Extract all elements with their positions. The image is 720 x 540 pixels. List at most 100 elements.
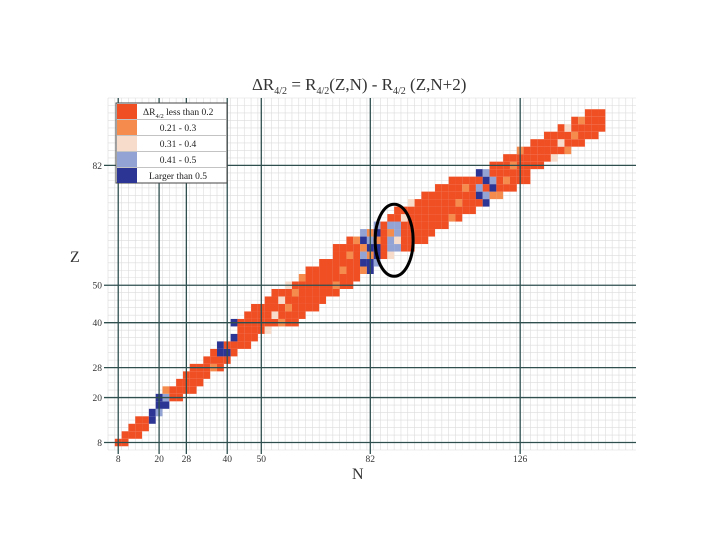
data-cell — [271, 311, 279, 319]
data-cell — [441, 206, 449, 215]
data-cell — [530, 139, 538, 147]
data-cell — [591, 116, 599, 125]
data-cell — [428, 199, 436, 207]
data-cell — [278, 311, 286, 319]
data-cell — [353, 251, 361, 260]
data-cell — [278, 296, 286, 304]
title-lhs-sub: 4/2 — [274, 86, 287, 97]
data-cell — [557, 124, 565, 132]
title-r2-args: (Z,N+2) — [406, 75, 467, 94]
data-cell — [557, 131, 565, 140]
data-cell — [394, 206, 401, 215]
data-cell — [462, 199, 470, 207]
data-cell — [496, 191, 504, 200]
data-cell — [346, 274, 354, 282]
data-cell — [251, 326, 258, 334]
data-cell — [421, 236, 429, 245]
data-cell — [435, 206, 442, 215]
title-r1-sub: 4/2 — [317, 86, 330, 97]
data-cell — [210, 348, 218, 357]
data-cell — [435, 221, 442, 230]
data-cell — [537, 146, 545, 155]
data-cell — [135, 416, 143, 424]
data-cell — [448, 206, 456, 215]
data-cell — [346, 266, 354, 274]
data-cell — [387, 229, 395, 237]
data-cell — [189, 378, 197, 387]
y-tick-label: 50 — [93, 282, 103, 292]
data-cell — [455, 184, 463, 192]
data-cell — [360, 251, 367, 260]
data-cell — [475, 184, 483, 192]
data-cell — [380, 229, 388, 237]
data-cell — [339, 251, 347, 260]
data-cell — [455, 214, 463, 222]
data-cell — [298, 296, 306, 304]
data-cell — [441, 221, 449, 230]
legend: ΔR4/2 less than 0.2 0.21 - 0.3 0.31 - 0.4 0… — [115, 102, 228, 184]
data-cell — [264, 296, 272, 304]
y-tick-label: 40 — [93, 319, 103, 329]
legend-label: 0.41 - 0.5 — [160, 156, 197, 166]
data-cell — [312, 266, 320, 274]
data-cell — [319, 266, 327, 274]
data-cell — [353, 266, 361, 274]
data-cell — [285, 288, 292, 297]
data-cell — [584, 109, 592, 117]
data-cell — [421, 214, 429, 222]
data-cell — [135, 431, 143, 439]
data-cell — [407, 214, 415, 222]
data-cell — [298, 274, 306, 282]
data-cell — [571, 124, 579, 132]
data-cell — [319, 259, 327, 267]
data-cell — [496, 176, 504, 185]
highlight-ellipse — [373, 202, 415, 278]
data-cell — [135, 423, 143, 432]
data-cell — [407, 229, 415, 237]
data-cell — [421, 206, 429, 215]
data-cell — [462, 176, 470, 185]
data-cell — [482, 184, 490, 192]
data-cell — [203, 371, 211, 379]
data-cell — [210, 356, 218, 364]
data-cell — [319, 274, 327, 282]
data-cell — [544, 139, 551, 147]
y-tick-label: 82 — [93, 162, 103, 172]
data-cell — [509, 154, 517, 162]
data-cell — [319, 296, 327, 304]
data-cell — [387, 251, 395, 260]
data-cell — [414, 206, 422, 215]
data-cell — [550, 139, 558, 147]
data-cell — [196, 371, 204, 379]
data-cell — [373, 236, 381, 245]
title-eq: = R — [287, 75, 317, 94]
data-cell — [564, 146, 572, 155]
data-cell — [469, 199, 476, 207]
data-cell — [414, 221, 422, 230]
y-tick-label: 8 — [97, 439, 102, 449]
data-cell — [237, 333, 245, 342]
data-cell — [400, 214, 408, 222]
data-cell — [326, 266, 333, 274]
data-cell — [230, 348, 238, 357]
data-cell — [489, 169, 497, 177]
data-cell — [285, 311, 292, 319]
data-cell — [503, 176, 510, 185]
data-cell — [557, 139, 565, 147]
y-axis-label: Z — [70, 249, 80, 266]
data-cell — [332, 259, 340, 267]
data-cell — [346, 259, 354, 267]
data-cell — [509, 169, 517, 177]
data-cell — [353, 236, 361, 245]
data-cell — [509, 176, 517, 185]
data-cell — [128, 431, 136, 439]
data-cell — [428, 229, 436, 237]
data-cell — [278, 288, 286, 297]
data-cell — [441, 184, 449, 192]
data-cell — [251, 303, 258, 312]
data-cell — [312, 303, 320, 312]
x-tick-label: 40 — [222, 455, 232, 465]
data-cell — [285, 296, 292, 304]
data-cell — [469, 184, 476, 192]
legend-label: ΔR4/2 less than 0.2 — [143, 108, 214, 120]
